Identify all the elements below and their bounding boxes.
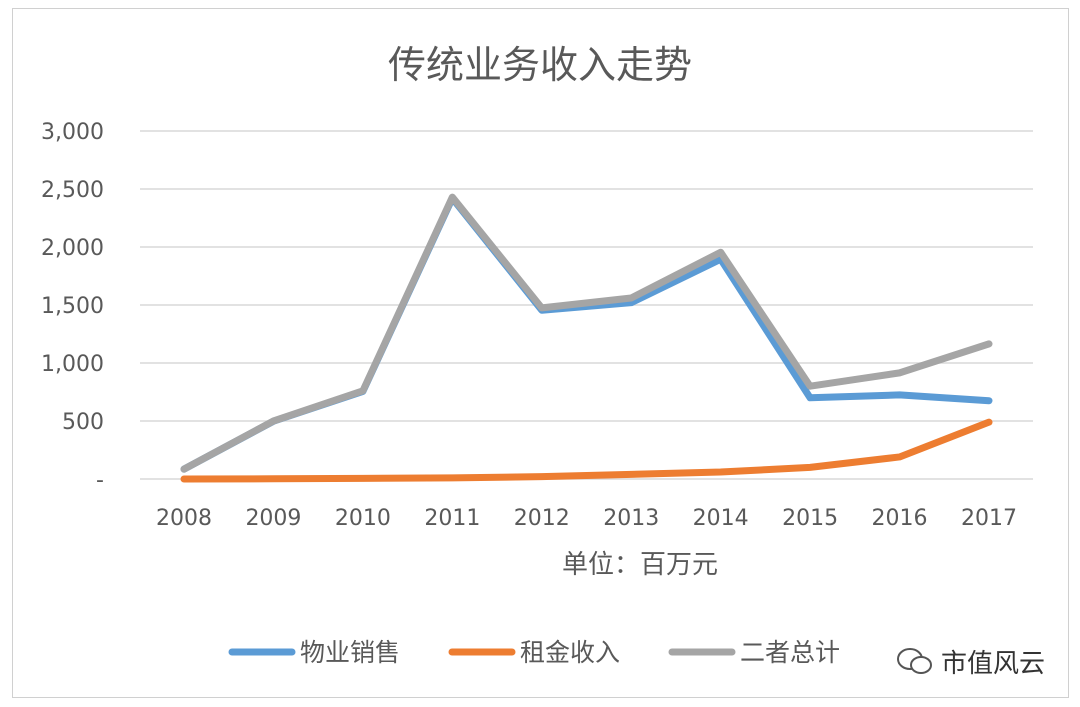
x-tick-label: 2010 xyxy=(335,506,391,531)
x-tick-label: 2017 xyxy=(961,506,1017,531)
series-line-2 xyxy=(180,193,993,473)
x-tick-label: 2014 xyxy=(693,506,749,531)
y-tick-label: 3,000 xyxy=(41,120,104,145)
y-tick-label: 1,000 xyxy=(41,352,104,377)
y-tick-label: 2,500 xyxy=(41,178,104,203)
series-line-0 xyxy=(180,194,993,473)
x-axis-label: 单位：百万元 xyxy=(561,550,718,580)
y-tick-label: 500 xyxy=(62,410,104,435)
y-tick-label: 2,000 xyxy=(41,236,104,261)
watermark-text: 市值风云 xyxy=(941,649,1046,679)
y-tick-label: - xyxy=(96,468,104,493)
wechat-icon xyxy=(897,647,932,674)
series-line-1 xyxy=(180,418,993,483)
chart-title: 传统业务收入走势 xyxy=(387,43,692,87)
x-tick-label: 2008 xyxy=(156,506,212,531)
y-tick-label: 1,500 xyxy=(41,294,104,319)
x-tick-label: 2015 xyxy=(782,506,838,531)
x-tick-label: 2012 xyxy=(514,506,570,531)
watermark: 市值风云 xyxy=(895,643,1045,680)
x-tick-label: 2013 xyxy=(603,506,659,531)
legend-label: 二者总计 xyxy=(740,638,840,667)
legend-label: 租金收入 xyxy=(520,638,620,667)
legend-label: 物业销售 xyxy=(300,638,400,667)
x-tick-label: 2009 xyxy=(245,506,301,531)
chart-frame xyxy=(12,8,1069,698)
x-tick-label: 2011 xyxy=(424,506,480,531)
x-tick-label: 2016 xyxy=(872,506,928,531)
